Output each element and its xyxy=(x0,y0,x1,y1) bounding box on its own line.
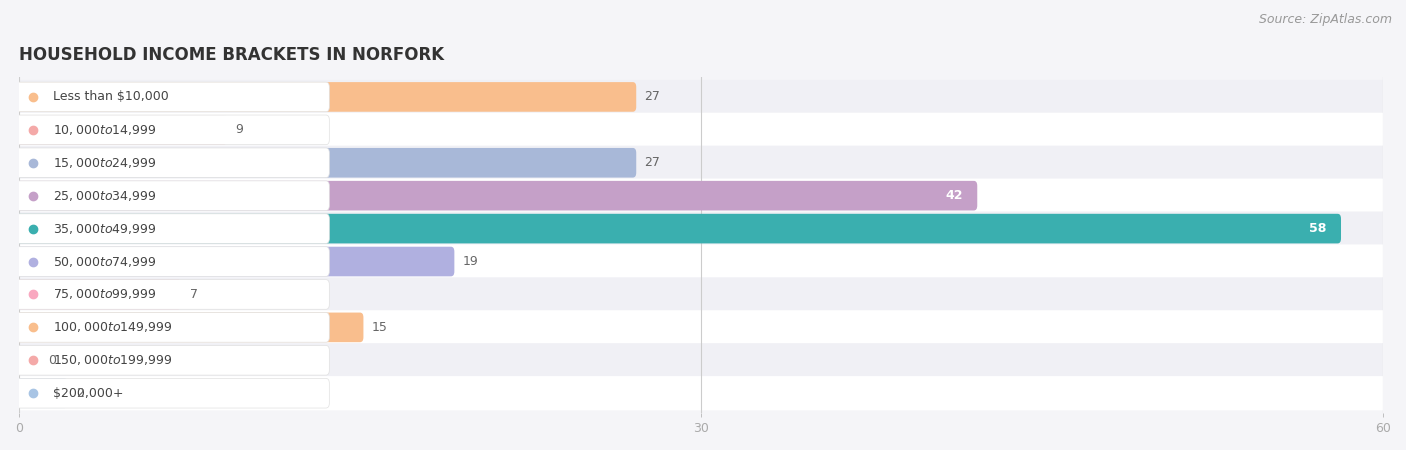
FancyBboxPatch shape xyxy=(15,214,329,243)
FancyBboxPatch shape xyxy=(17,347,39,373)
Text: 7: 7 xyxy=(190,288,197,301)
Text: $10,000 to $14,999: $10,000 to $14,999 xyxy=(53,123,156,137)
Text: $25,000 to $34,999: $25,000 to $34,999 xyxy=(53,189,156,202)
FancyBboxPatch shape xyxy=(15,148,637,178)
Text: $200,000+: $200,000+ xyxy=(53,387,124,400)
FancyBboxPatch shape xyxy=(7,376,1395,410)
Text: $50,000 to $74,999: $50,000 to $74,999 xyxy=(53,255,156,269)
FancyBboxPatch shape xyxy=(15,378,67,408)
FancyBboxPatch shape xyxy=(7,277,1395,311)
FancyBboxPatch shape xyxy=(15,82,637,112)
FancyBboxPatch shape xyxy=(7,310,1395,345)
FancyBboxPatch shape xyxy=(15,214,1341,243)
Text: 9: 9 xyxy=(235,123,243,136)
Text: HOUSEHOLD INCOME BRACKETS IN NORFORK: HOUSEHOLD INCOME BRACKETS IN NORFORK xyxy=(20,46,444,64)
FancyBboxPatch shape xyxy=(15,181,977,211)
FancyBboxPatch shape xyxy=(15,247,454,276)
FancyBboxPatch shape xyxy=(7,179,1395,213)
Text: 19: 19 xyxy=(463,255,478,268)
Text: $35,000 to $49,999: $35,000 to $49,999 xyxy=(53,221,156,236)
FancyBboxPatch shape xyxy=(7,212,1395,246)
Text: 58: 58 xyxy=(1309,222,1326,235)
Text: Source: ZipAtlas.com: Source: ZipAtlas.com xyxy=(1258,14,1392,27)
Text: 27: 27 xyxy=(644,90,659,104)
FancyBboxPatch shape xyxy=(15,313,363,342)
FancyBboxPatch shape xyxy=(15,115,329,144)
FancyBboxPatch shape xyxy=(15,279,329,309)
Text: $15,000 to $24,999: $15,000 to $24,999 xyxy=(53,156,156,170)
FancyBboxPatch shape xyxy=(15,378,329,408)
Text: 0: 0 xyxy=(49,354,56,367)
Text: 27: 27 xyxy=(644,156,659,169)
FancyBboxPatch shape xyxy=(15,115,226,144)
FancyBboxPatch shape xyxy=(7,146,1395,180)
FancyBboxPatch shape xyxy=(15,247,329,276)
Text: Less than $10,000: Less than $10,000 xyxy=(53,90,169,104)
FancyBboxPatch shape xyxy=(15,313,329,342)
Text: 15: 15 xyxy=(371,321,387,334)
FancyBboxPatch shape xyxy=(15,181,329,211)
FancyBboxPatch shape xyxy=(15,279,181,309)
FancyBboxPatch shape xyxy=(15,346,329,375)
Text: $150,000 to $199,999: $150,000 to $199,999 xyxy=(53,353,173,367)
FancyBboxPatch shape xyxy=(7,343,1395,378)
Text: $75,000 to $99,999: $75,000 to $99,999 xyxy=(53,288,156,302)
FancyBboxPatch shape xyxy=(7,112,1395,147)
Text: 42: 42 xyxy=(945,189,963,202)
FancyBboxPatch shape xyxy=(7,244,1395,279)
Text: 2: 2 xyxy=(76,387,84,400)
FancyBboxPatch shape xyxy=(15,82,329,112)
Text: $100,000 to $149,999: $100,000 to $149,999 xyxy=(53,320,173,334)
FancyBboxPatch shape xyxy=(7,80,1395,114)
FancyBboxPatch shape xyxy=(15,148,329,178)
